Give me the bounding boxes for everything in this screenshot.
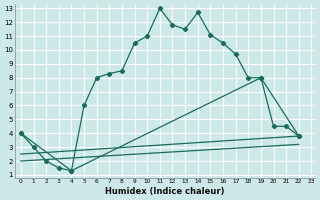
X-axis label: Humidex (Indice chaleur): Humidex (Indice chaleur) (105, 187, 225, 196)
